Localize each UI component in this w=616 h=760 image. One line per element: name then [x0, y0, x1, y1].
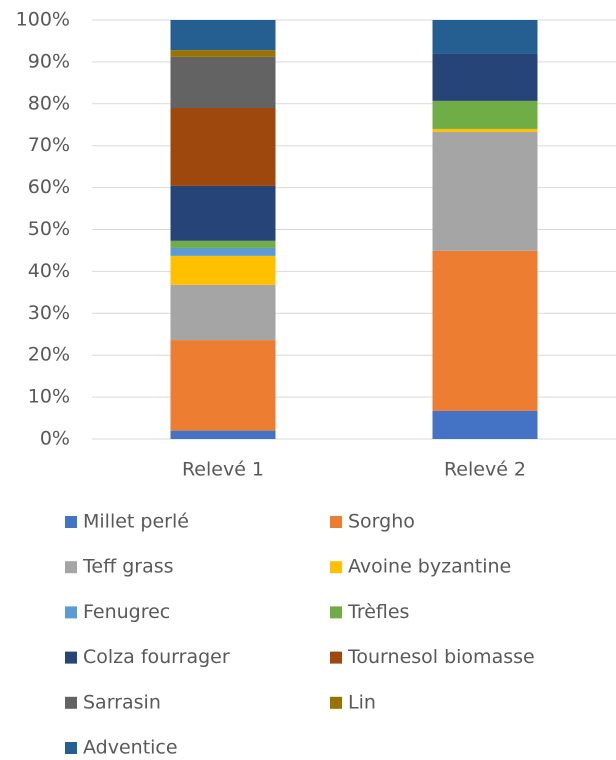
legend-label: Colza fourrager — [83, 646, 230, 668]
legend-label: Sarrasin — [83, 691, 161, 713]
legend-label: Tournesol biomasse — [347, 646, 535, 668]
legend-swatch — [65, 742, 77, 754]
legend-swatch — [65, 696, 77, 709]
bar-segment — [170, 185, 276, 241]
legend-label: Lin — [348, 691, 376, 713]
legend-label: Adventice — [83, 737, 178, 759]
legend-swatch — [330, 561, 342, 574]
bar-segment — [432, 131, 538, 251]
y-tick-label: 40% — [28, 260, 70, 282]
y-tick-label: 20% — [28, 344, 70, 366]
bar-segment — [432, 100, 538, 129]
bar-segment — [432, 128, 538, 132]
bar-segment — [170, 56, 276, 108]
bar-segment — [170, 255, 276, 285]
legend-swatch — [65, 651, 77, 664]
y-tick-label: 90% — [28, 50, 70, 72]
bar-segment — [170, 340, 276, 431]
legend-swatch — [330, 516, 342, 528]
legend-swatch — [330, 696, 342, 709]
legend-label: Fenugrec — [83, 601, 170, 623]
y-tick-label: 30% — [28, 302, 70, 324]
bar-segment — [170, 284, 276, 341]
legend-label: Sorgho — [348, 511, 415, 533]
bar-segment — [170, 20, 276, 51]
legend-label: Teff grass — [82, 556, 174, 578]
bar-segment — [432, 20, 538, 54]
bar-segment — [170, 107, 276, 186]
legend-swatch — [330, 606, 342, 619]
bar-segment — [170, 247, 276, 256]
bar-segment — [170, 430, 276, 439]
legend-swatch — [65, 561, 77, 574]
x-tick-label: Relevé 2 — [444, 459, 526, 481]
legend-label: Trèfles — [347, 601, 409, 623]
y-tick-label: 100% — [16, 9, 70, 31]
bar-segment — [170, 50, 276, 57]
x-tick-label: Relevé 1 — [182, 459, 264, 481]
bar-segment — [170, 240, 276, 248]
y-tick-label: 70% — [28, 134, 70, 156]
y-tick-label: 60% — [28, 176, 70, 198]
y-tick-label: 10% — [28, 386, 70, 408]
bar-segment — [432, 53, 538, 101]
legend-label: Avoine byzantine — [348, 556, 511, 578]
legend-swatch — [65, 606, 77, 619]
y-tick-label: 0% — [40, 428, 70, 450]
legend-swatch — [65, 516, 77, 528]
bar-segment — [432, 250, 538, 411]
bar-segment — [432, 410, 538, 439]
legend-label: Millet perlé — [83, 511, 189, 533]
legend-swatch — [330, 651, 342, 664]
y-tick-label: 50% — [28, 218, 70, 240]
y-tick-label: 80% — [28, 92, 70, 114]
